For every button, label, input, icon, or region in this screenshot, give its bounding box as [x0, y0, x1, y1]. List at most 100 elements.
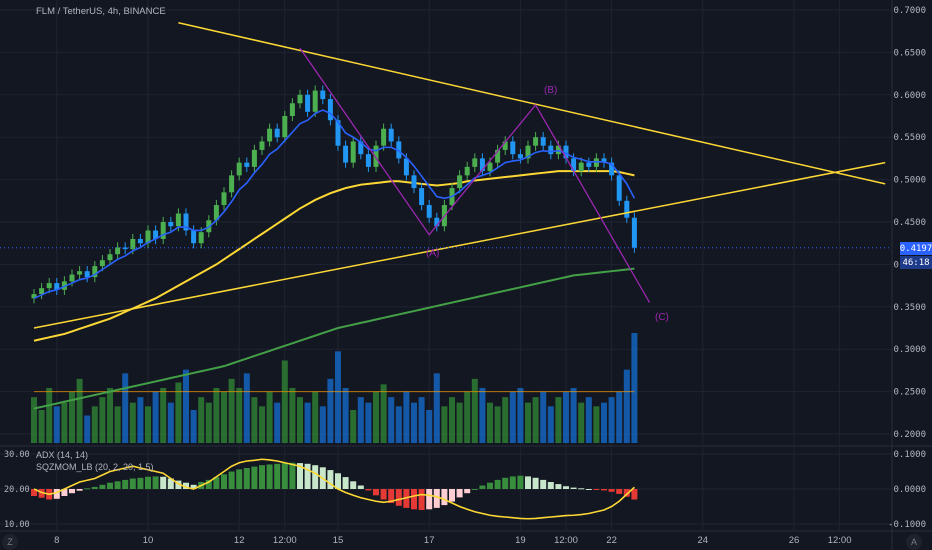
sqz-bar — [145, 476, 151, 489]
volume-bar — [289, 388, 296, 443]
sqz-bar — [304, 463, 311, 489]
candle-body — [107, 254, 113, 261]
candle-body — [578, 162, 584, 172]
candle-body — [381, 128, 387, 146]
volume-bar — [236, 388, 243, 443]
candle-body — [84, 271, 90, 278]
sqz-bar — [114, 481, 121, 489]
osc-right-tick-label: -0.1000 — [888, 520, 926, 530]
x-tick-label: 17 — [424, 535, 435, 546]
volume-bar — [99, 397, 106, 443]
volume-bar — [350, 410, 357, 443]
volume-bar — [274, 402, 281, 443]
sqz-bar — [494, 479, 501, 489]
x-tick-label: 24 — [698, 535, 709, 546]
trendline-lower — [33, 161, 886, 329]
wave-label-b: (B) — [544, 85, 558, 96]
candle-body — [267, 128, 273, 142]
candle-body — [236, 162, 242, 176]
candle-body — [191, 230, 197, 244]
sqz-bar — [509, 476, 516, 489]
volume-bar — [107, 388, 113, 443]
sqz-bar — [84, 488, 91, 490]
sqz-bar — [411, 489, 417, 510]
volume-bar — [145, 406, 151, 443]
sqz-bar — [578, 488, 585, 490]
osc-left-tick-label: 20.00 — [4, 485, 30, 495]
x-tick-label: 12:00 — [554, 535, 578, 546]
sqz-bar — [456, 489, 463, 498]
candle-body — [601, 158, 607, 163]
candle-body — [168, 222, 174, 227]
sqz-bar — [335, 473, 341, 489]
candle-body — [434, 217, 440, 227]
sqz-bar — [91, 486, 98, 489]
candle-body — [555, 145, 561, 155]
sqz-bar — [183, 482, 189, 489]
candle-body — [320, 90, 326, 100]
candle-body — [130, 238, 136, 250]
volume-bar — [517, 388, 524, 443]
candle-body — [388, 128, 394, 142]
sqz-bar — [129, 478, 136, 489]
sqz-bar — [464, 489, 471, 494]
volume-bar — [623, 369, 630, 443]
volume-bar — [494, 406, 501, 443]
volume-bar — [578, 402, 585, 443]
candle-body — [77, 271, 83, 275]
sqz-bar — [547, 482, 554, 489]
candle-body — [365, 154, 371, 167]
wave-path — [299, 47, 651, 303]
sqz-bar — [540, 479, 547, 489]
candle-body — [183, 213, 189, 231]
volume-bar — [395, 406, 402, 443]
volume-bar — [357, 397, 364, 443]
volume-bar — [266, 391, 273, 443]
candle-body — [457, 175, 463, 189]
volume-bar — [547, 406, 554, 443]
candle-body — [403, 158, 409, 176]
sqz-bar — [289, 462, 296, 489]
volume-bar — [509, 391, 516, 443]
volume-bar — [198, 397, 205, 443]
candle-body — [335, 120, 341, 146]
volume-bar — [46, 388, 53, 443]
candle-body — [495, 149, 501, 163]
sqz-bar — [137, 477, 144, 489]
volume-bar — [53, 406, 60, 443]
candle-body — [533, 137, 539, 146]
volume-bar — [122, 373, 129, 443]
candle-body — [244, 162, 250, 167]
volume-bar — [335, 351, 341, 443]
price-tick-label: 0.7000 — [893, 6, 926, 16]
candle-body — [327, 99, 333, 121]
x-tick-label: 26 — [789, 535, 800, 546]
candle-body — [251, 149, 257, 167]
sqz-bar — [160, 476, 167, 489]
candle-body — [563, 145, 569, 159]
candle-body — [571, 158, 577, 172]
sqz-bar — [213, 477, 220, 489]
volume-bar — [601, 402, 607, 443]
volume-bar — [61, 402, 68, 443]
sqz-bar — [122, 479, 129, 489]
sqz-bar — [152, 476, 159, 489]
sqz-bar — [593, 489, 600, 490]
volume-bar — [426, 410, 433, 443]
candle-body — [31, 294, 37, 299]
volume-bar — [205, 402, 212, 443]
volume-bar — [304, 402, 311, 443]
volume-bar — [243, 373, 250, 443]
candle-body — [160, 222, 166, 239]
auto-scale-button[interactable]: A — [906, 534, 922, 550]
candle-body — [631, 217, 637, 248]
volume-bar — [380, 384, 387, 443]
zoom-button[interactable]: Z — [2, 534, 18, 550]
price-tick-label: 0.4500 — [893, 218, 926, 228]
sqz-bar — [312, 465, 319, 489]
adx-indicator-label: ADX (14, 14) — [36, 450, 89, 460]
sqz-bar — [487, 482, 493, 489]
volume-bar — [327, 378, 334, 443]
price-tick-label: 0.3000 — [893, 345, 926, 355]
